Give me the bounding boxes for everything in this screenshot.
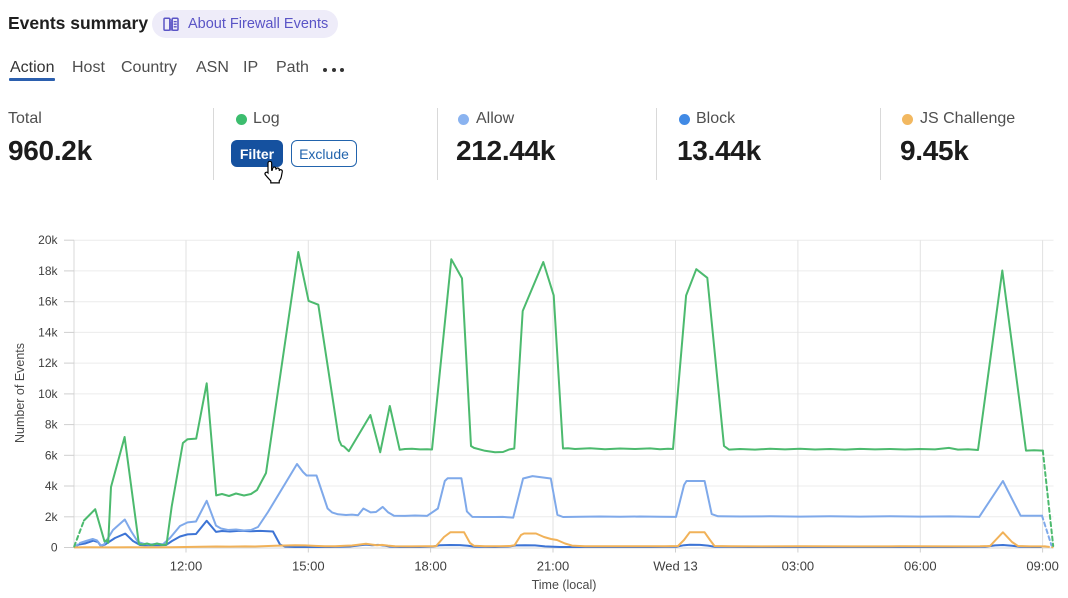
svg-text:15:00: 15:00 xyxy=(292,559,325,574)
svg-text:12:00: 12:00 xyxy=(170,559,203,574)
svg-text:09:00: 09:00 xyxy=(1026,559,1059,574)
svg-text:20k: 20k xyxy=(38,233,58,247)
svg-text:06:00: 06:00 xyxy=(904,559,937,574)
svg-text:03:00: 03:00 xyxy=(782,559,815,574)
svg-text:Number of Events: Number of Events xyxy=(13,343,27,443)
svg-text:21:00: 21:00 xyxy=(537,559,570,574)
svg-text:2k: 2k xyxy=(45,510,59,524)
svg-text:12k: 12k xyxy=(38,356,58,370)
svg-text:18k: 18k xyxy=(38,264,58,278)
svg-text:10k: 10k xyxy=(38,387,58,401)
svg-text:6k: 6k xyxy=(45,448,59,462)
svg-text:16k: 16k xyxy=(38,295,58,309)
svg-text:Time (local): Time (local) xyxy=(532,578,597,592)
svg-text:18:00: 18:00 xyxy=(414,559,447,574)
svg-text:Wed 13: Wed 13 xyxy=(653,559,698,574)
svg-text:14k: 14k xyxy=(38,325,58,339)
svg-text:4k: 4k xyxy=(45,479,59,493)
svg-text:0: 0 xyxy=(51,541,58,555)
svg-text:8k: 8k xyxy=(45,418,59,432)
